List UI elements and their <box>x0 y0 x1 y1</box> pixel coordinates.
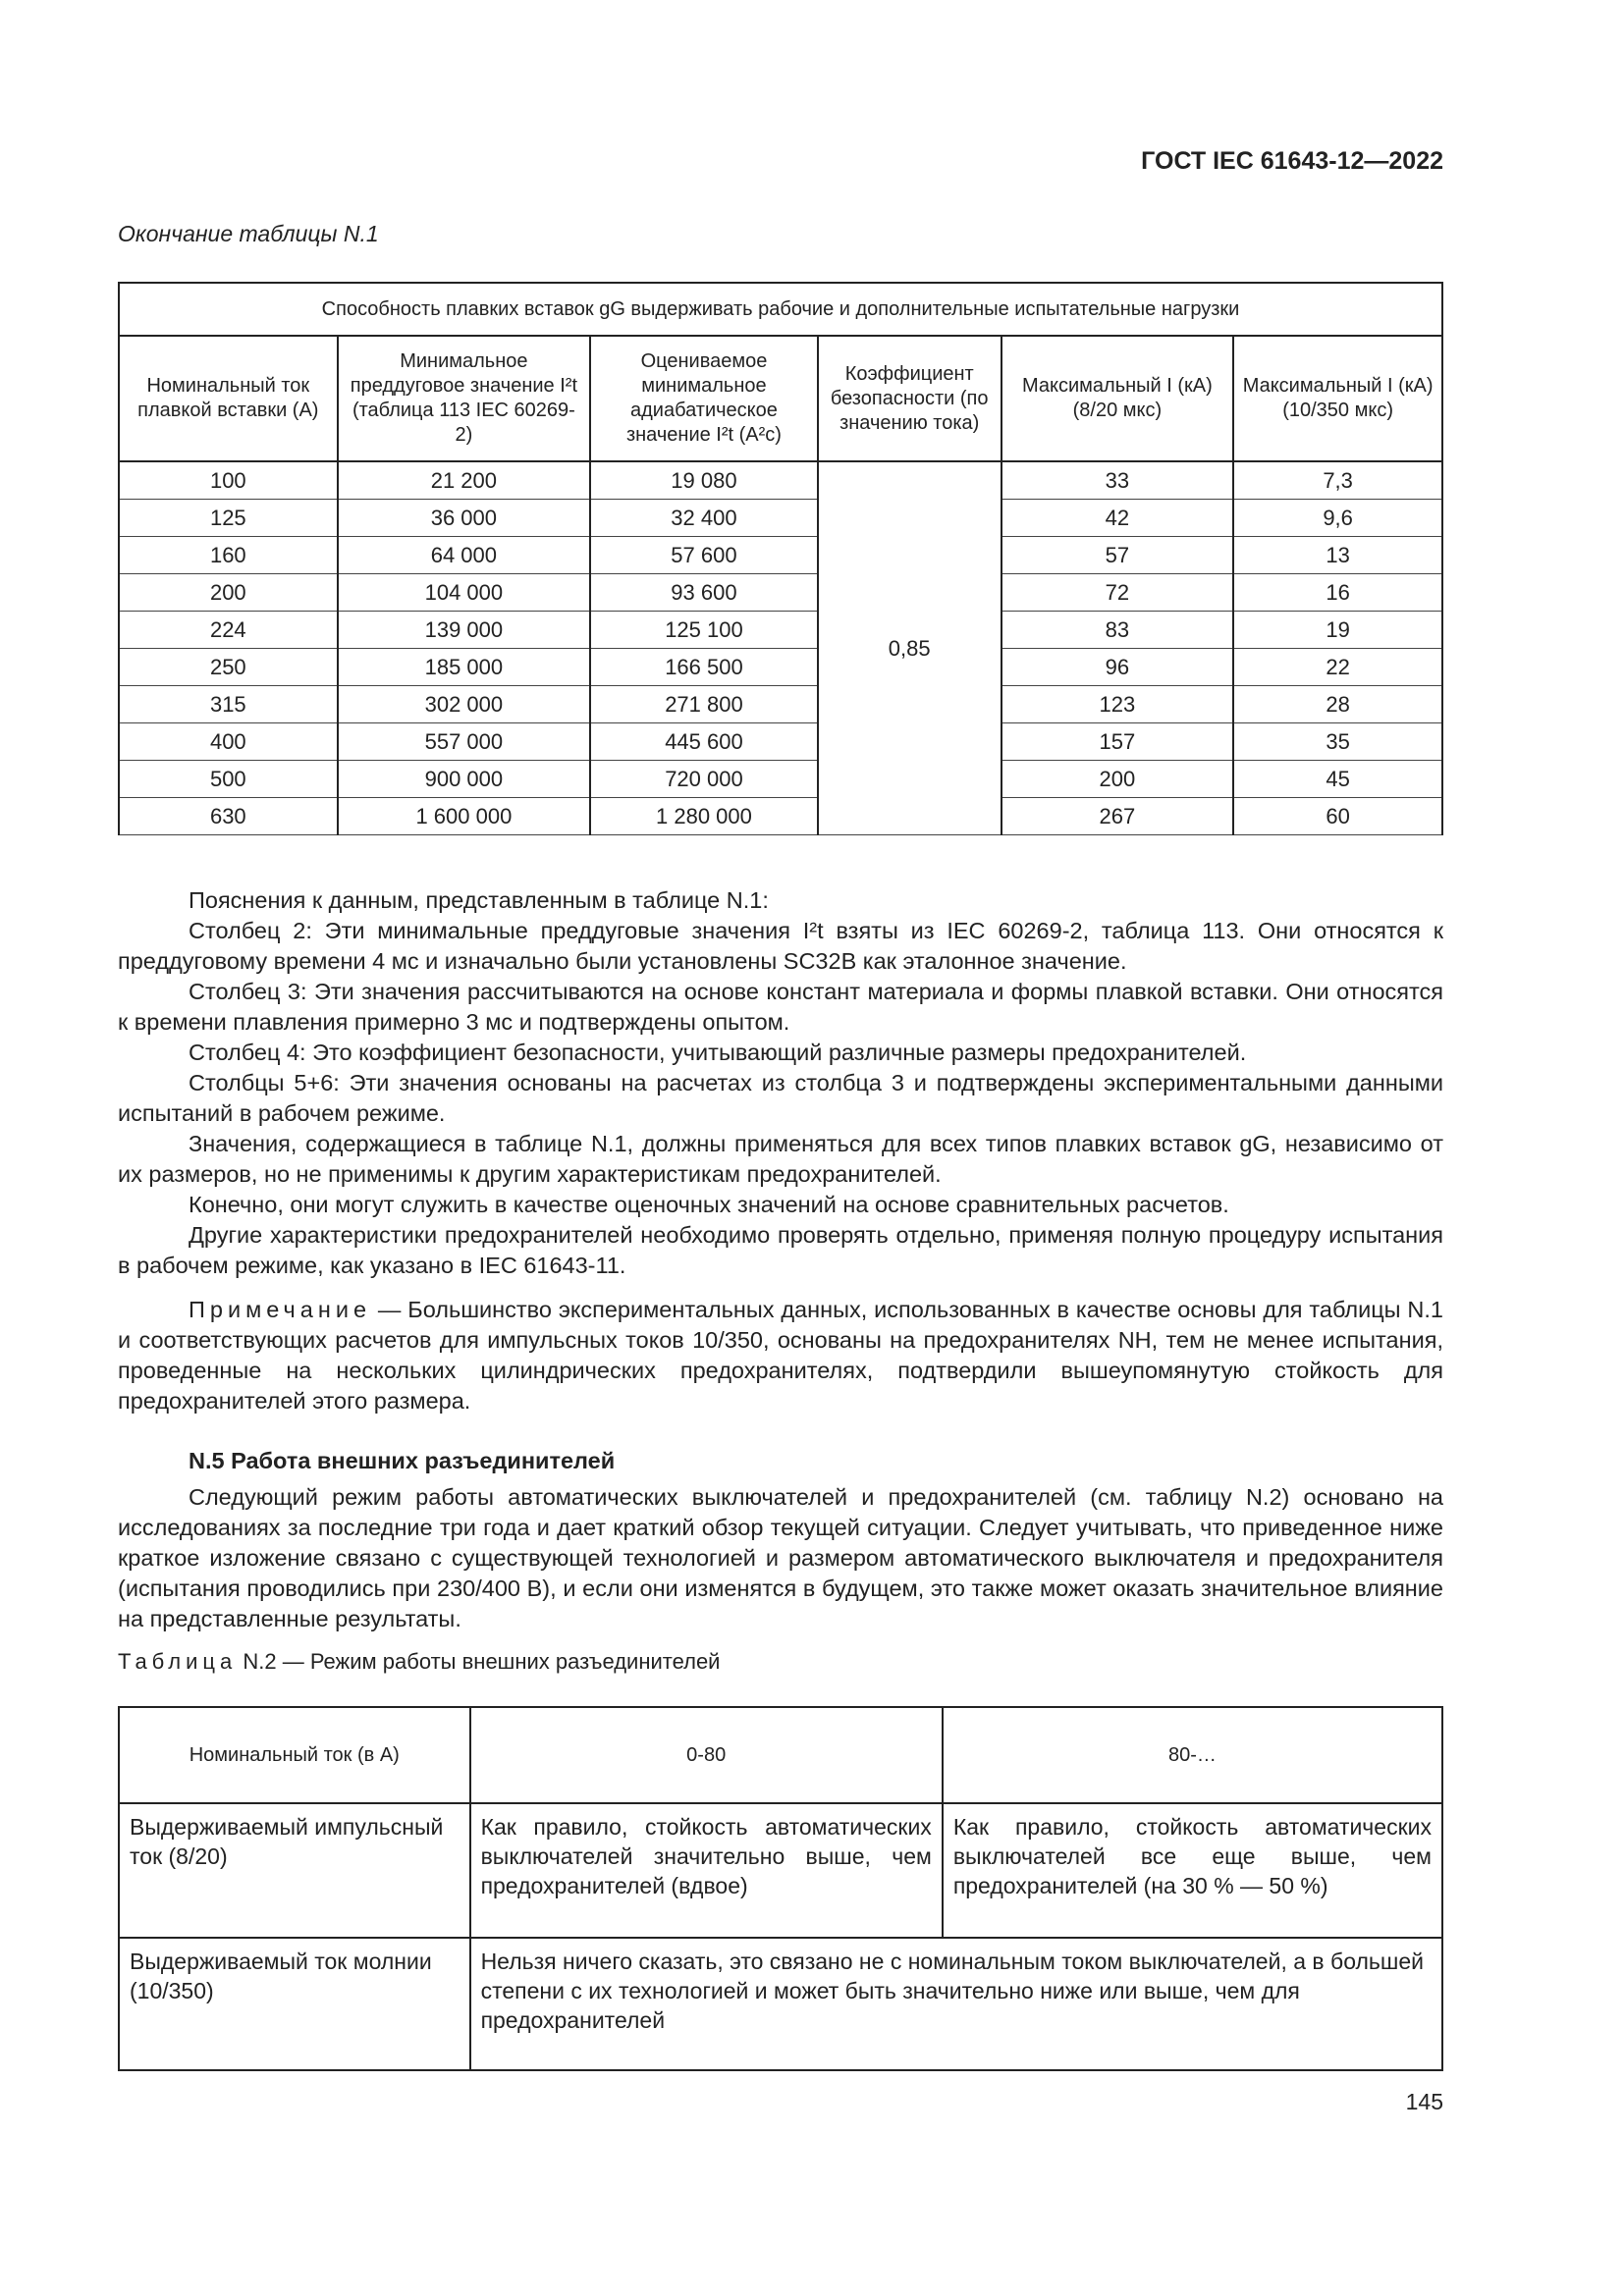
cell: 93 600 <box>589 573 819 612</box>
col-header: Коэффициент безопасности (по значению то… <box>816 335 1002 462</box>
col-header: Оцениваемое минимальное адиабатическое з… <box>589 335 819 462</box>
col-header: Максимальный I (кА) (10/350 мкс) <box>1232 335 1443 462</box>
cell: 60 <box>1232 797 1443 835</box>
page-number: 145 <box>1405 2089 1443 2114</box>
cell: 302 000 <box>336 685 592 723</box>
note-label: Примечание <box>189 1297 372 1322</box>
cell: 16 <box>1232 573 1443 612</box>
table-row: 250 185 000 166 500 96 22 <box>118 648 1443 686</box>
table1-title: Способность плавких вставок gG выдержива… <box>118 282 1443 337</box>
cell: 1 280 000 <box>589 797 819 835</box>
col-header: 80-… <box>941 1706 1444 1804</box>
table-row: 400 557 000 445 600 157 35 <box>118 722 1443 761</box>
row-label: Выдерживаемый ток молнии (10/350) <box>118 1937 471 2071</box>
explanations: Пояснения к данным, представленным в таб… <box>118 885 1443 1677</box>
cell: 57 <box>1000 536 1235 574</box>
cell: 13 <box>1232 536 1443 574</box>
cell: 139 000 <box>336 611 592 649</box>
cell: 100 <box>118 460 339 500</box>
cell: 28 <box>1232 685 1443 723</box>
cell: 160 <box>118 536 339 574</box>
cell: 22 <box>1232 648 1443 686</box>
paragraph: Конечно, они могут служить в качестве оц… <box>189 1192 1229 1217</box>
cell: 33 <box>1000 460 1235 500</box>
cell: Как правило, стойкость автоматических вы… <box>941 1802 1444 1939</box>
paragraph: Значения, содержащиеся в таблице N.1, до… <box>118 1131 1443 1187</box>
cell: 72 <box>1000 573 1235 612</box>
cell: 271 800 <box>589 685 819 723</box>
cell: 7,3 <box>1232 460 1443 500</box>
paragraph: Столбец 3: Эти значения рассчитываются н… <box>118 979 1443 1035</box>
table2-caption: Таблица N.2 — Режим работы внешних разъе… <box>118 1646 1443 1677</box>
cell: 19 <box>1232 611 1443 649</box>
cell: 125 <box>118 499 339 537</box>
table-row: 100 21 200 19 080 0,85 33 7,3 <box>118 460 1443 835</box>
col-header: 0-80 <box>468 1706 944 1804</box>
cell: 157 <box>1000 722 1235 761</box>
cell: 123 <box>1000 685 1235 723</box>
paragraph: Пояснения к данным, представленным в таб… <box>189 887 769 913</box>
paragraph: Другие характеристики предохранителей не… <box>118 1222 1443 1278</box>
caption-label: Таблица <box>118 1649 238 1674</box>
cell: 315 <box>118 685 339 723</box>
paragraph: Столбец 4: Это коэффициент безопасности,… <box>189 1040 1247 1065</box>
table-row: 224 139 000 125 100 83 19 <box>118 611 1443 649</box>
cell: 557 000 <box>336 722 592 761</box>
note-text: — Большинство экспериментальных данных, … <box>118 1297 1443 1414</box>
cell: 32 400 <box>589 499 819 537</box>
cell: 125 100 <box>589 611 819 649</box>
col-header: Максимальный I (кА) (8/20 мкс) <box>1000 335 1235 462</box>
table-row: 160 64 000 57 600 57 13 <box>118 536 1443 574</box>
cell: 166 500 <box>589 648 819 686</box>
table1-caption: Окончание таблицы N.1 <box>118 221 379 246</box>
cell: 500 <box>118 760 339 798</box>
table-n2: Номинальный ток (в А) 0-80 80-… Выдержив… <box>118 1706 1444 2071</box>
cell: 445 600 <box>589 722 819 761</box>
paragraph: Столбцы 5+6: Эти значения основаны на ра… <box>118 1070 1443 1126</box>
cell: 1 600 000 <box>336 797 592 835</box>
caption-text: N.2 — Режим работы внешних разъединителе… <box>237 1649 721 1674</box>
paragraph: Столбец 2: Эти минимальные преддуговые з… <box>118 918 1443 974</box>
table-row: 200 104 000 93 600 72 16 <box>118 573 1443 612</box>
table-row: 125 36 000 32 400 42 9,6 <box>118 499 1443 537</box>
cell: 42 <box>1000 499 1235 537</box>
cell: 200 <box>1000 760 1235 798</box>
cell: 64 000 <box>336 536 592 574</box>
cell: 200 <box>118 573 339 612</box>
note: Примечание — Большинство экспериментальн… <box>118 1295 1443 1416</box>
safety-factor-cell: 0,85 <box>816 460 1002 835</box>
cell: 21 200 <box>336 460 592 500</box>
col-header: Номинальный ток плавкой вставки (А) <box>118 335 339 462</box>
cell: 900 000 <box>336 760 592 798</box>
col-header: Минимальное преддуговое значение I²t (та… <box>336 335 592 462</box>
cell: 9,6 <box>1232 499 1443 537</box>
cell: 19 080 <box>589 460 819 500</box>
cell: 96 <box>1000 648 1235 686</box>
section-text: Следующий режим работы автоматических вы… <box>118 1484 1443 1631</box>
cell: 83 <box>1000 611 1235 649</box>
table-row: 500 900 000 720 000 200 45 <box>118 760 1443 798</box>
cell: 400 <box>118 722 339 761</box>
cell: 57 600 <box>589 536 819 574</box>
row-label: Выдерживаемый импульсный ток (8/20) <box>118 1802 471 1939</box>
cell: 35 <box>1232 722 1443 761</box>
cell: 104 000 <box>336 573 592 612</box>
cell: 36 000 <box>336 499 592 537</box>
cell: 224 <box>118 611 339 649</box>
cell: Нельзя ничего сказать, это связано не с … <box>468 1937 1444 2071</box>
cell: Как правило, стойкость автоматических вы… <box>468 1802 944 1939</box>
cell: 45 <box>1232 760 1443 798</box>
table-row: 630 1 600 000 1 280 000 267 60 <box>118 797 1443 835</box>
cell: 720 000 <box>589 760 819 798</box>
cell: 185 000 <box>336 648 592 686</box>
table-n1: Способность плавких вставок gG выдержива… <box>118 282 1443 835</box>
cell: 630 <box>118 797 339 835</box>
cell: 267 <box>1000 797 1235 835</box>
section-title: N.5 Работа внешних разъединителей <box>189 1448 616 1473</box>
document-id: ГОСТ IEC 61643-12—2022 <box>1141 147 1443 175</box>
cell: 250 <box>118 648 339 686</box>
table-row: 315 302 000 271 800 123 28 <box>118 685 1443 723</box>
col-header: Номинальный ток (в А) <box>118 1706 471 1804</box>
